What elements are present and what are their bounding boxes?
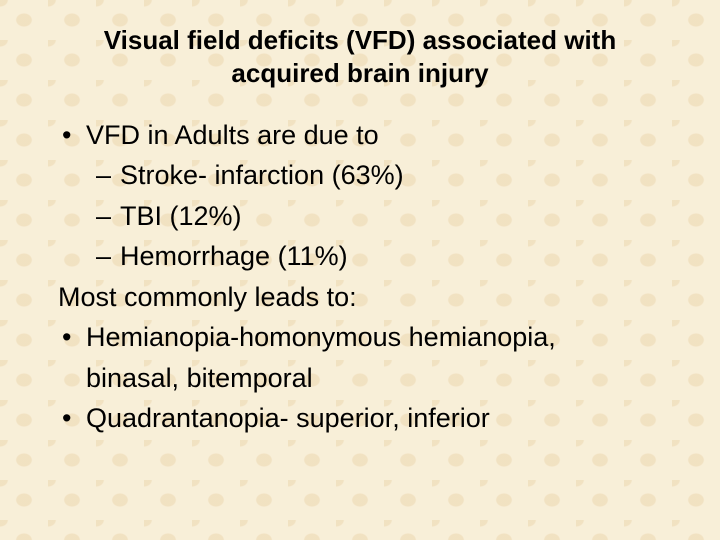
sub-bullet-item: Hemorrhage (11%) [58, 238, 672, 274]
bullet-item: Quadrantanopia- superior, inferior [58, 400, 672, 436]
slide-body: VFD in Adults are due to Stroke- infarct… [48, 117, 672, 437]
bullet-item: Hemianopia-homonymous hemianopia, [58, 319, 672, 355]
body-text: Most commonly leads to: [58, 279, 672, 315]
sub-bullet-item: TBI (12%) [58, 198, 672, 234]
sub-bullet-item: Stroke- infarction (63%) [58, 157, 672, 193]
bullet-item-wrap: binasal, bitemporal [58, 360, 672, 396]
slide-title: Visual field deficits (VFD) associated w… [80, 24, 640, 89]
slide: Visual field deficits (VFD) associated w… [0, 0, 720, 540]
bullet-item: VFD in Adults are due to [58, 117, 672, 153]
